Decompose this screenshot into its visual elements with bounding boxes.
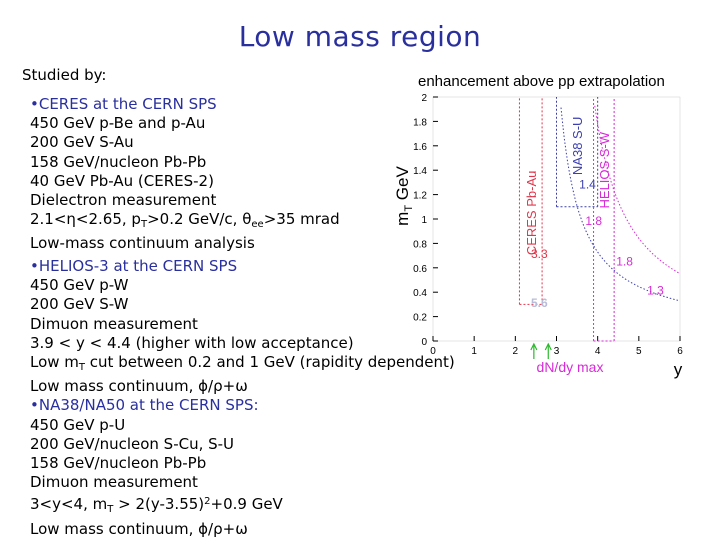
na38-line-3: 158 GeV/nucleon Pb-Pb: [30, 454, 207, 473]
y-tick-label: 2: [421, 93, 427, 104]
y-tick-label: 0.6: [413, 264, 427, 275]
x-tick-label: 1: [471, 346, 477, 357]
svg-text:mT GeV: mT GeV: [393, 166, 415, 226]
na38-line-2: 200 GeV/nucleon S-Cu, S-U: [30, 434, 235, 453]
y-tick-label: 1.6: [413, 142, 427, 153]
ceres-line-1: 450 GeV p-Be and p-Au: [30, 114, 206, 133]
helios-line-3: Dimuon measurement: [30, 314, 198, 333]
series-label: HELIOS S-W: [597, 131, 612, 208]
helios-line-5: Low mT cut between 0.2 and 1 GeV (rapidi…: [30, 353, 455, 374]
y-tick-label: 1.8: [413, 117, 427, 128]
na38-line-1: 450 GeV p-U: [30, 415, 126, 434]
x-tick-label: 6: [677, 346, 683, 357]
helios-line-6: Low mass continuum, ϕ/ρ+ω: [30, 377, 248, 396]
ceres-line-2: 200 GeV S-Au: [30, 133, 134, 152]
helios-line-4: 3.9 < y < 4.4 (higher with low acceptanc…: [30, 333, 354, 352]
y-tick-label: 0.2: [413, 313, 427, 324]
series-label: NA38 S-U: [570, 117, 585, 176]
annotation-label: 1.3: [647, 284, 664, 298]
x-tick-label: 3: [554, 346, 560, 357]
ceres-line-5: Dielectron measurement: [30, 191, 217, 210]
na38-line-4: Dimuon measurement: [30, 473, 198, 492]
x-axis-top-label: dN/dy max: [537, 359, 604, 375]
arrow-head: [544, 342, 552, 351]
series-helios-curve: [594, 105, 680, 274]
x-tick-label: 4: [595, 346, 601, 357]
ceres-line-6: 2.1<η<2.65, pT>0.2 GeV/c, θee>35 mrad: [30, 210, 340, 231]
ceres-heading: •CERES at the CERN SPS: [30, 95, 217, 113]
y-tick-label: 1.4: [413, 166, 427, 177]
studied-by-label: Studied by:: [22, 66, 107, 84]
annotation-label: 1.8: [616, 254, 633, 268]
na38-heading: •NA38/NA50 at the CERN SPS:: [30, 396, 259, 415]
helios-heading: •HELIOS-3 at the CERN SPS: [30, 257, 238, 275]
series-label: CERES Pb-Au: [524, 171, 539, 256]
enhancement-chart: enhancement above pp extrapolation mT Ge…: [393, 73, 683, 379]
y-tick-label: 1.2: [413, 191, 427, 202]
y-tick-label: 0.8: [413, 239, 427, 250]
ceres-line-7: Low-mass continuum analysis: [30, 234, 255, 253]
x-axis-label: y: [674, 360, 683, 379]
x-tick-label: 5: [636, 346, 642, 357]
y-tick-label: 0.4: [413, 288, 427, 299]
x-tick-label: 0: [430, 346, 436, 357]
annotation-label: 3.3: [531, 247, 548, 261]
y-axis-label: mT GeV: [393, 166, 415, 226]
y-tick-label: 1: [421, 215, 427, 226]
helios-line-2: 200 GeV S-W: [30, 295, 129, 314]
na38-line-6: Low mass continuum, ϕ/ρ+ω: [30, 519, 248, 538]
annotation-label: 1.8: [585, 214, 602, 228]
helios-block: •HELIOS-3 at the CERN SPS 450 GeV p-W 20…: [30, 257, 455, 539]
annotation-label: 5.6: [531, 296, 548, 310]
na38-line-5: 3<y<4, mT > 2(y-3.55)2+0.9 GeV: [30, 495, 283, 516]
annotation-label: 1.4: [579, 178, 596, 192]
ceres-line-4: 40 GeV Pb-Au (CERES-2): [30, 171, 214, 190]
x-tick-label: 2: [513, 346, 519, 357]
page-title: Low mass region: [238, 20, 482, 53]
arrow-head: [530, 342, 538, 351]
series-na38-curve: [560, 107, 680, 302]
helios-line-1: 450 GeV p-W: [30, 276, 129, 295]
y-tick-label: 0: [421, 337, 427, 348]
ceres-block: •CERES at the CERN SPS 450 GeV p-Be and …: [30, 95, 340, 254]
chart-title: enhancement above pp extrapolation: [418, 73, 665, 90]
ceres-line-3: 158 GeV/nucleon Pb-Pb: [30, 152, 207, 171]
